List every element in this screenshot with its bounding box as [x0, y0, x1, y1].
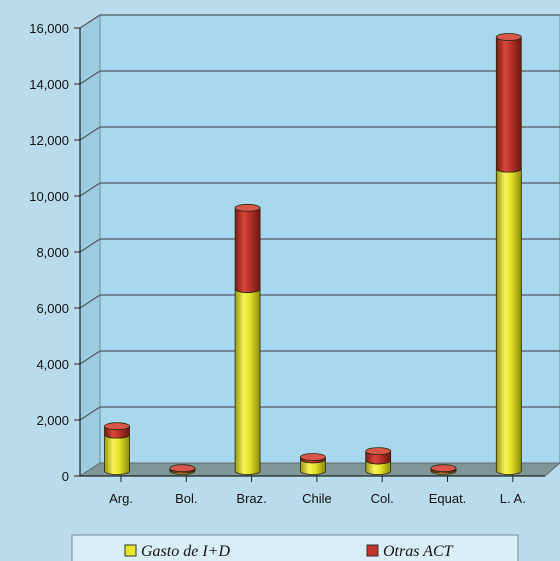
bar-top-otras-2 — [234, 203, 261, 212]
legend-label-gasto: Gasto de I+D — [141, 543, 230, 560]
y-tick-label: 8,000 — [36, 245, 69, 260]
gridline-side — [79, 14, 101, 29]
bar-top-otras-0 — [104, 422, 130, 431]
x-tick-label: Equat. — [429, 491, 467, 506]
bar-segment-otras-6 — [495, 36, 522, 173]
gridline-side — [79, 294, 101, 309]
x-tick-label: Chile — [302, 491, 332, 506]
bar-top-otras-4 — [365, 447, 392, 456]
gridline-side — [79, 182, 101, 197]
y-tick-label: 14,000 — [29, 77, 69, 92]
legend-box — [71, 534, 519, 561]
bar-top-otras-6 — [495, 33, 522, 41]
y-tick-label: 2,000 — [36, 413, 69, 428]
x-tick-label: Bol. — [175, 491, 197, 506]
gridline-side — [79, 406, 101, 421]
bar-top-otras-1 — [169, 464, 196, 473]
legend: Gasto de I+D Otras ACT — [71, 534, 519, 561]
y-tick-label: 10,000 — [29, 189, 69, 204]
gridline-side — [79, 126, 101, 141]
bar-segment-gasto-0 — [104, 434, 130, 475]
bar-top-otras-5 — [430, 464, 457, 473]
y-tick-label: 4,000 — [36, 357, 69, 372]
legend-swatch-gasto — [124, 544, 137, 557]
y-tick-label: 12,000 — [29, 133, 69, 148]
legend-label-otras: Otras ACT — [383, 543, 454, 560]
x-tick-label: Col. — [371, 491, 394, 506]
legend-swatch-otras — [366, 544, 379, 557]
x-tick-label: L. A. — [500, 491, 526, 506]
bar-segment-gasto-6 — [495, 168, 522, 475]
y-tick-label: 0 — [62, 469, 69, 484]
y-axis: 0 2,000 4,000 6,000 8,000 10,000 12,000 14,000 1… — [29, 21, 81, 484]
y-tick-label: 6,000 — [36, 301, 69, 316]
bars — [104, 33, 522, 475]
gridline-side — [79, 238, 101, 253]
bar-segment-gasto-2 — [234, 288, 261, 475]
bar-segment-otras-2 — [234, 207, 261, 293]
y-tick-label: 16,000 — [29, 21, 69, 36]
gridline-side — [79, 70, 101, 85]
gridlines — [79, 14, 560, 421]
bar-top-otras-3 — [299, 453, 326, 461]
x-tick-label: Braz. — [236, 491, 266, 506]
gridline-side — [79, 350, 101, 365]
x-tick-label: Arg. — [109, 491, 133, 506]
